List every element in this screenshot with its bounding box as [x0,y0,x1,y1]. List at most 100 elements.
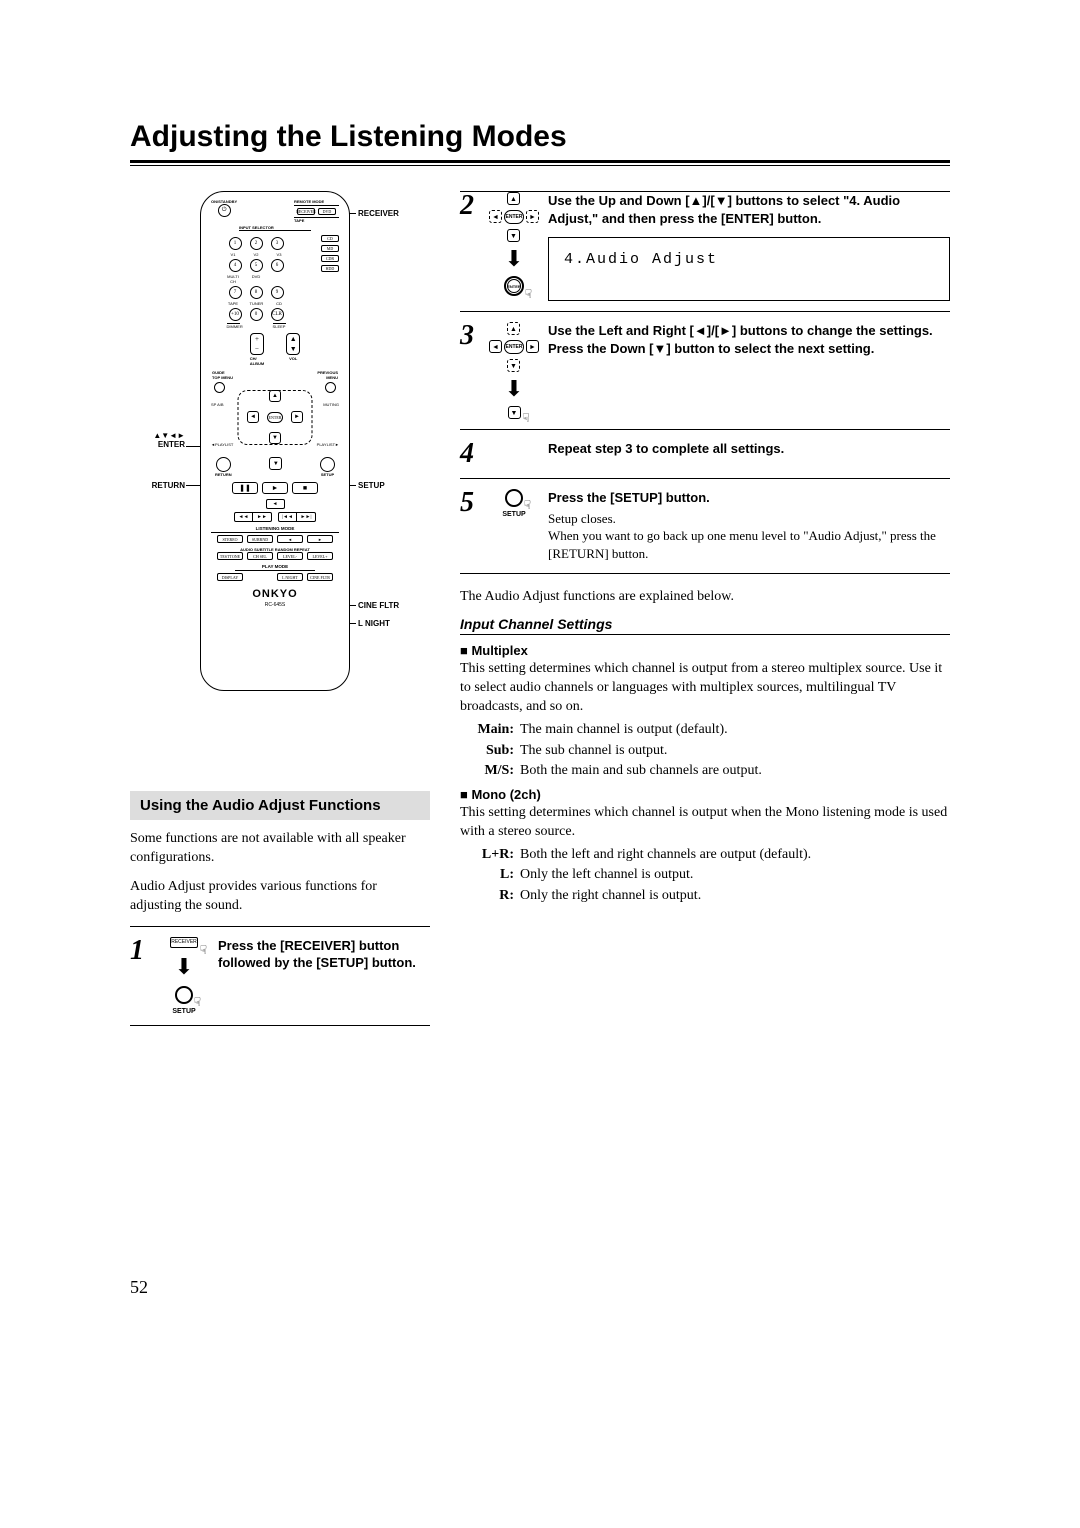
up-icon: ▲ [507,322,520,335]
after-steps-text: The Audio Adjust functions are explained… [460,588,950,607]
cdr-btn: CDR [321,255,339,262]
next-btn: ►►| [297,512,316,522]
def-term: L+R: [470,845,520,865]
step-1: 1 RECEIVER ☟ ⬇ ☟ SETUP Press the [RECEIV… [130,926,430,1026]
return-label: RETURN [215,472,232,477]
setup-icon: ☟ SETUP [172,986,195,1015]
def-item: R: Only the right channel is output. [470,886,950,906]
step-2-text: Use the Up and Down [▲]/[▼] buttons to s… [548,192,950,301]
step-4: 4 Repeat step 3 to complete all settings… [460,430,950,479]
dpad-right: ► [291,411,303,423]
def-desc: Only the left channel is output. [520,865,950,885]
page-title: Adjusting the Listening Modes [130,120,950,163]
step-5-body: Setup closes. When you want to go back u… [548,510,950,563]
num-btn-9: 9 [271,286,284,299]
spab-label: SP A/B [211,402,224,407]
num-btn-3: 3 [271,237,284,250]
step-4-num: 4 [460,440,480,468]
playlist-r-label: PLAYLIST► [317,442,339,447]
playlist-l-label: ◄PLAYLIST [211,442,233,447]
step-1-text: Press the [RECEIVER] button followed by … [218,937,430,1015]
section-header: Using the Audio Adjust Functions [130,791,430,820]
step-5-text: Press the [SETUP] button. Setup closes. … [548,489,950,562]
play-btn: ► [262,482,288,494]
level-plus-btn: LEVEL+ [307,552,333,560]
level-minus-btn: LEVEL- [277,552,303,560]
dpad-icon: ▲ ▼ ◄ ► ENTER [489,322,539,372]
onkyo-logo: ONKYO [201,588,349,600]
num-btn-2: 2 [250,237,263,250]
def-item: Main: The main channel is output (defaul… [470,720,950,740]
def-term: Sub: [470,741,520,761]
def-item: L+R: Both the left and right channels ar… [470,845,950,865]
cd-btn: CD [321,235,339,242]
num-btn-7: 7 [229,286,242,299]
dpad-down: ▼ [269,432,281,444]
tape-label: TAPE [294,217,339,223]
step-2-icons: ▲ ▼ ◄ ► ENTER ⬇ ENTER ☟ [488,192,540,301]
step-4-instruction: Repeat step 3 to complete all settings. [548,440,950,458]
dvd-label: DVD [250,274,263,284]
stereo-mode-btn: STEREO [217,535,243,543]
display-btn: DISPLAY [217,573,243,581]
def-item: Sub: The sub channel is output. [470,741,950,761]
left-icon: ◄ [489,210,502,223]
tuner-label: TUNER [250,301,263,306]
receiver-chip-icon: RECEIVER ☟ [170,937,198,948]
setup-label: SETUP [502,511,525,518]
step-4-icons [488,440,540,468]
arrow-down-icon: ⬇ [505,378,523,400]
num-btn-8: 8 [250,286,263,299]
left-column: RECEIVER ▲▼◄► ENTER RETURN SETUP CINE FL… [130,191,430,1026]
mono2ch-list: L+R: Both the left and right channels ar… [470,845,950,906]
step-2-num: 2 [460,192,480,301]
listening-mode-label: LISTENING MODE [211,526,339,533]
play-mode-label: PLAY MODE [235,564,315,571]
right-column: 2 ▲ ▼ ◄ ► ENTER ⬇ ENTER ☟ Use the Up and… [460,191,950,1026]
guide-btn [214,382,225,393]
right-icon: ► [526,340,539,353]
hdd-btn: HDD [321,265,339,272]
pause-btn: ❚❚ [232,482,258,494]
tape-lbl: TAPE [227,301,240,306]
muting-label: MUTING [323,402,339,407]
def-desc: The sub channel is output. [520,741,950,761]
callout-arrows-enter: ▲▼◄► ENTER [125,431,185,449]
vol-rocker: ▲▼ [286,333,300,355]
enter-center-icon: ENTER [504,340,524,354]
step-5: 5 ☟ SETUP Press the [SETUP] button. Setu… [460,479,950,573]
step-5-icons: ☟ SETUP [488,489,540,562]
def-term: L: [470,865,520,885]
rew-btn: ◄◄ [234,512,253,522]
step-2: 2 ▲ ▼ ◄ ► ENTER ⬇ ENTER ☟ Use the Up and… [460,191,950,312]
v2-label: V2 [250,252,263,257]
multiplex-desc: This setting determines which channel is… [460,660,950,717]
input-selector-label: INPUT SELECTOR [239,225,311,231]
arrow-down-icon: ⬇ [175,956,193,978]
mode-right-btn: ► [307,535,333,543]
step-5-instruction: Press the [SETUP] button. [548,489,950,507]
dpad: ▲ ▼ ◄ ► ENTER [251,393,299,441]
stop-btn: ■ [292,482,318,494]
dpad-enter: ENTER [267,412,283,423]
surrnd-mode-btn: SURRND [247,535,273,543]
callout-l-night: L NIGHT [358,619,390,628]
enter-circle-icon: ENTER ☟ [504,276,524,296]
cd-label: CD [273,301,286,306]
intro-p2: Audio Adjust provides various functions … [130,878,430,916]
dpad-icon: ▲ ▼ ◄ ► ENTER [489,192,539,242]
def-term: Main: [470,720,520,740]
step-1-num: 1 [130,937,150,1015]
num-btn-4: 4 [229,259,242,272]
remote-figure: RECEIVER ▲▼◄► ENTER RETURN SETUP CINE FL… [200,191,430,691]
mono2ch-header: Mono (2ch) [460,787,950,802]
ch-album-label: CH/ ALBUM [250,356,264,366]
mono2ch-desc: This setting determines which channel is… [460,804,950,842]
setup-lbl: SETUP [321,472,334,477]
step-3-instruction: Use the Left and Right [◄]/[►] buttons t… [548,322,950,357]
dimmer-label: DIMMER [227,323,240,329]
lnight-btn: L NIGHT [277,573,303,581]
down-btn-icon: ▼☟ [508,406,521,419]
hand-icon: ☟ [524,498,531,513]
power-button: ⏻ [218,204,231,217]
